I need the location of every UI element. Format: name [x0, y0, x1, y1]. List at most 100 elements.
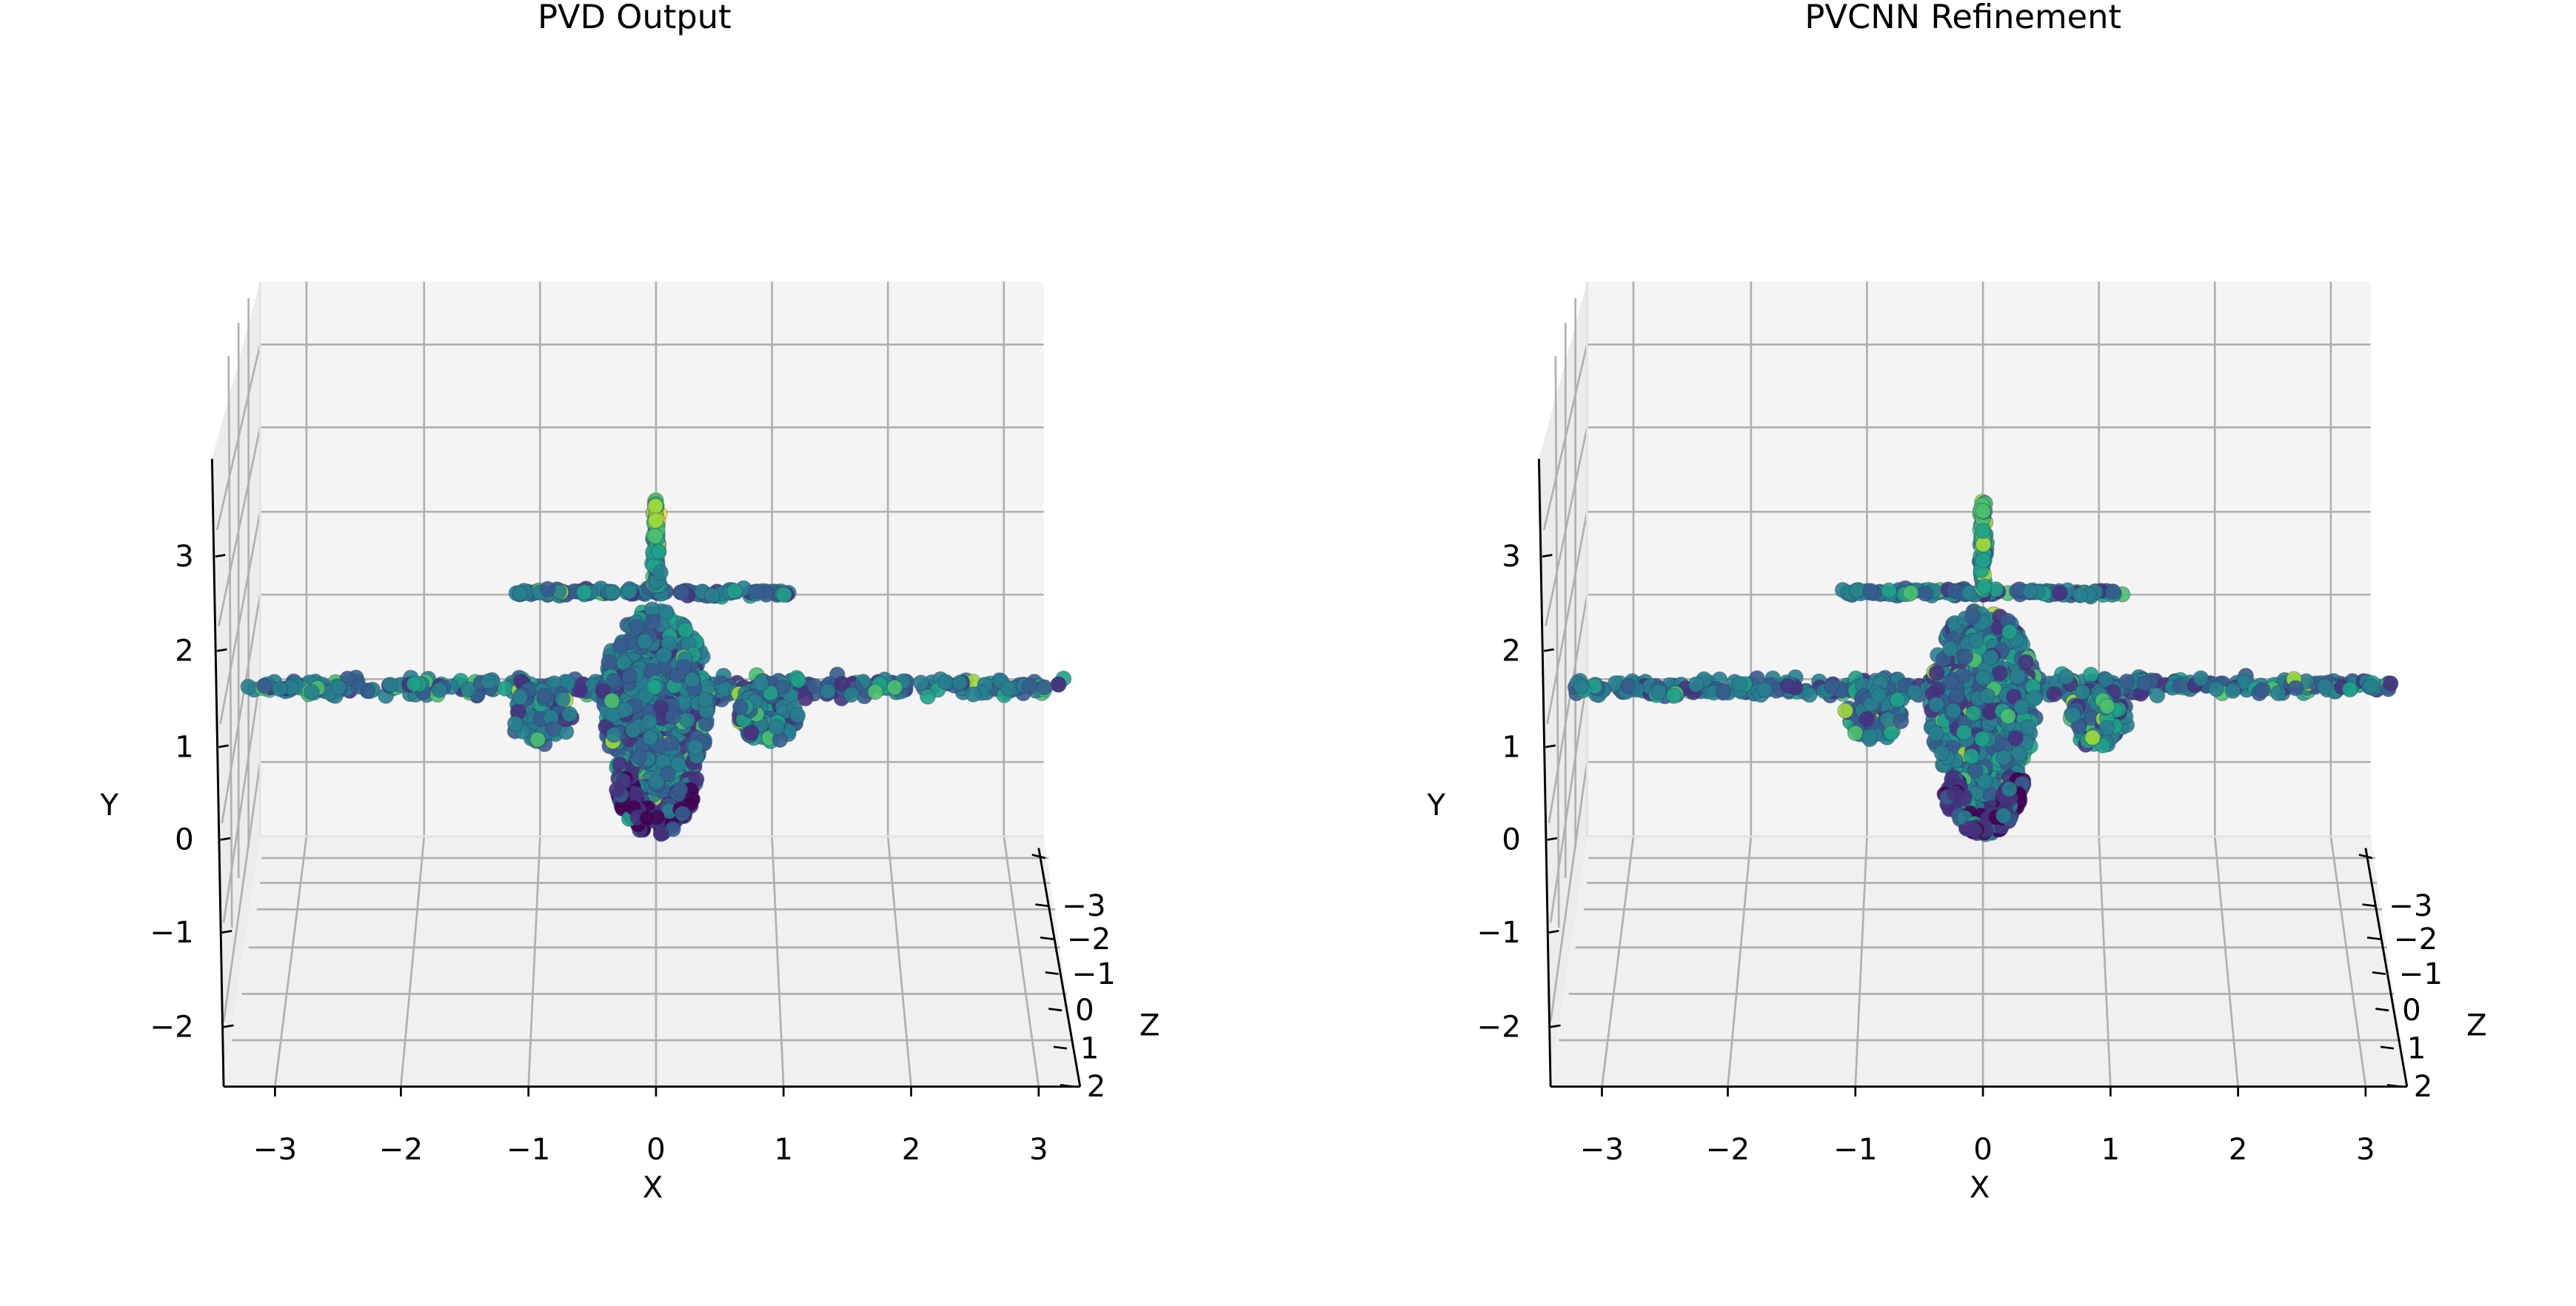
y-tick-label: −2 [1476, 1011, 1520, 1045]
scatter-point [1731, 675, 1748, 692]
grid-line [1549, 679, 1588, 923]
scatter-point [1650, 683, 1667, 700]
scatter-point [2269, 685, 2286, 702]
y-tick-mark [1543, 648, 1554, 652]
scatter-point [554, 691, 571, 708]
scatter-point [612, 637, 629, 654]
scatter-point [1050, 676, 1067, 693]
scatter-point [658, 603, 675, 620]
scatter-point [679, 711, 696, 729]
scatter-point [1978, 688, 1995, 705]
scatter-point [743, 724, 760, 741]
scatter-point [768, 719, 785, 736]
scatter-point [1036, 679, 1053, 696]
scatter-point [460, 681, 477, 698]
scatter-point [1927, 696, 1944, 713]
scatter-point [1687, 676, 1704, 693]
grid-line [1546, 512, 1588, 724]
y-tick-mark [215, 554, 226, 558]
y-axis-line [1537, 458, 1552, 1087]
scatter-point [2382, 675, 2399, 692]
scatter-point [652, 564, 669, 581]
scatter-point [631, 749, 648, 766]
z-tick-mark [2386, 1084, 2401, 1088]
scatter-point [561, 706, 578, 723]
scatter-point [572, 682, 589, 699]
scatter-point [2013, 698, 2030, 715]
scatter-point [2020, 719, 2037, 736]
x-tick-label: −2 [1706, 1133, 1750, 1167]
scatter-point [2098, 698, 2115, 714]
scatter-point [641, 713, 658, 730]
x-tick-label: 1 [774, 1133, 793, 1167]
z-tick-label: −3 [1062, 889, 1105, 923]
scatter-point [1941, 640, 1958, 657]
scatter-point [819, 683, 836, 700]
scatter-point [937, 674, 954, 691]
scatter-point [2287, 680, 2304, 697]
grid-line [400, 836, 426, 1087]
x-axis-label: X [1970, 1171, 1990, 1205]
x-tick-label: 1 [2101, 1133, 2121, 1167]
y-tick-mark [1548, 930, 1559, 934]
y-tick-label: 1 [175, 730, 194, 764]
z-axis-line [1037, 848, 1082, 1087]
scatter-point [1849, 582, 1865, 599]
scatter-point [1942, 674, 1959, 691]
scatter-point [919, 688, 936, 705]
scatter-point [1975, 669, 1992, 686]
y-tick-label: 3 [175, 540, 194, 574]
y-tick-mark [223, 1024, 234, 1028]
grid-line [1727, 836, 1753, 1087]
scatter-point [652, 699, 669, 716]
z-tick-label: 1 [1080, 1032, 1100, 1066]
z-tick-label: 0 [1075, 994, 1094, 1028]
scatter-point [639, 810, 656, 827]
z-tick-label: 0 [2402, 994, 2421, 1028]
x-tick-label: 3 [1029, 1133, 1048, 1167]
scatter-point [330, 679, 347, 695]
point-cloud [1567, 493, 2399, 843]
scatter-point [2341, 681, 2358, 698]
scatter-point [726, 583, 743, 600]
z-tick-label: 2 [2414, 1070, 2433, 1104]
scatter-point [1957, 649, 1974, 666]
scatter-point [797, 690, 814, 707]
scatter-point [575, 584, 592, 601]
scatter-point [663, 734, 680, 751]
scatter-point [1916, 585, 1933, 602]
scatter-point [2072, 586, 2089, 603]
scatter-point [2149, 687, 2166, 704]
scatter-point [1883, 724, 1900, 741]
scatter-point [1956, 790, 1973, 807]
scatter-point [512, 689, 529, 706]
scatter-point [431, 681, 448, 698]
scatter-point [350, 678, 367, 695]
scatter-point [606, 726, 623, 743]
scatter-point [1963, 748, 1980, 765]
scatter-point [382, 677, 399, 694]
scatter-point [674, 805, 691, 822]
scatter-point [2192, 670, 2209, 687]
scatter-point [1573, 677, 1590, 694]
scatter-point [669, 756, 686, 773]
scatter-point [646, 679, 663, 695]
z-tick-mark [1040, 936, 1054, 940]
scatter-point [675, 658, 692, 675]
scatter-point [1945, 702, 1961, 719]
scatter-point [704, 587, 721, 604]
grid-line [1554, 356, 1560, 928]
scatter-point [1889, 691, 1906, 709]
scatter-point [965, 686, 982, 703]
scatter-point [506, 715, 523, 732]
scatter-point [2058, 669, 2075, 686]
y-tick-label: 0 [1502, 823, 1521, 857]
scatter-point [1665, 687, 1682, 704]
scatter-point [1902, 584, 1919, 601]
scatter-point [650, 543, 667, 560]
scatter-point [629, 619, 645, 636]
scatter-point [2021, 583, 2038, 600]
scatter-point [2010, 669, 2027, 686]
scatter-point [1756, 681, 1773, 698]
x-tick-label: −1 [506, 1133, 550, 1167]
